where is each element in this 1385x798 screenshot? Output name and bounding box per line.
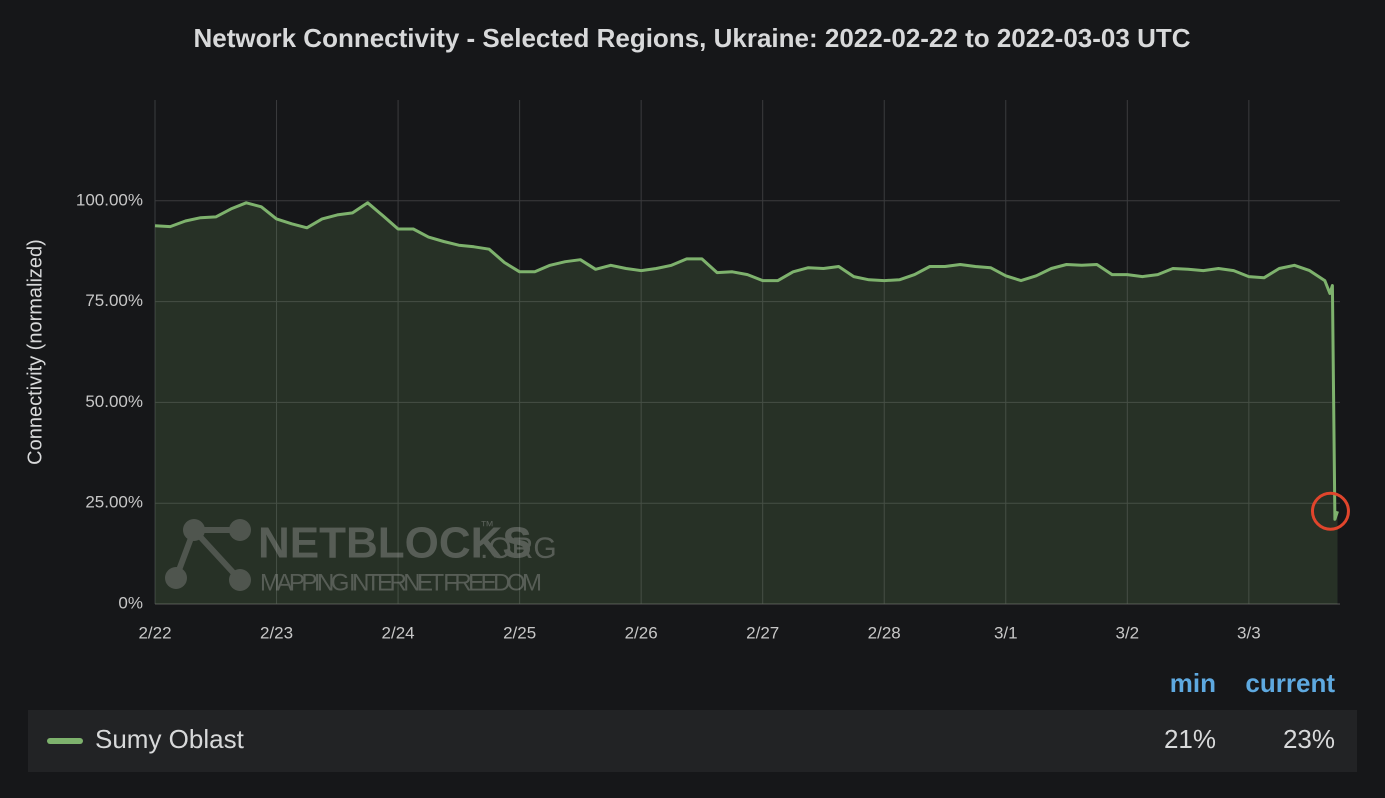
- legend-stat-header: current: [1245, 668, 1335, 698]
- y-tick-label: 50.00%: [85, 392, 143, 411]
- watermark-mark: ™: [480, 518, 494, 534]
- logo-link: [173, 528, 197, 580]
- x-tick-label: 2/24: [382, 623, 415, 642]
- legend-label: Sumy Oblast: [95, 724, 245, 754]
- watermark-name: NETBLOCKS: [258, 519, 532, 568]
- legend-stat-header: min: [1170, 668, 1216, 698]
- logo-node: [229, 519, 251, 541]
- area: [155, 202, 1338, 605]
- x-tick-label: 3/3: [1237, 623, 1261, 642]
- y-tick-label: 0%: [118, 593, 143, 612]
- logo-node: [229, 569, 251, 591]
- x-tick-label: 2/22: [138, 623, 171, 642]
- x-tick-label: 2/23: [260, 623, 293, 642]
- legend-stat-value: 21%: [1164, 724, 1216, 754]
- watermark-domain: .ORG: [480, 532, 557, 565]
- x-tick-label: 2/28: [868, 623, 901, 642]
- y-tick-label: 75.00%: [85, 291, 143, 310]
- x-tick-label: 2/27: [746, 623, 779, 642]
- y-tick-label: 100.00%: [76, 190, 143, 209]
- logo-node: [165, 567, 187, 589]
- legend-background: [28, 710, 1357, 772]
- logo-link: [191, 527, 243, 583]
- x-tick-label: 3/2: [1115, 623, 1139, 642]
- chart-title: Network Connectivity - Selected Regions,…: [193, 23, 1190, 53]
- logo-node: [183, 519, 205, 541]
- legend-stat-value: 23%: [1283, 724, 1335, 754]
- y-axis-label: Connectivity (normalized): [24, 239, 46, 465]
- y-tick-label: 25.00%: [85, 493, 143, 512]
- watermark-tagline: MAPPING INTERNET FREEDOM: [260, 569, 542, 596]
- watermark: NETBLOCKS ™ .ORG MAPPING INTERNET FREEDO…: [165, 518, 557, 596]
- x-tick-label: 2/25: [503, 623, 536, 642]
- x-tick-label: 2/26: [625, 623, 658, 642]
- x-tick-label: 3/1: [994, 623, 1018, 642]
- line: [154, 201, 1339, 521]
- highlight-ring: [1310, 491, 1350, 531]
